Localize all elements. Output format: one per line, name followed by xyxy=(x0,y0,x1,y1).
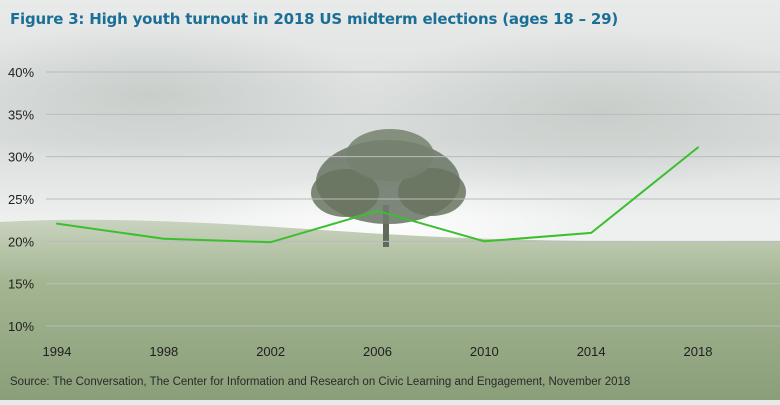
x-tick-label: 2006 xyxy=(363,344,392,359)
x-tick-label: 2002 xyxy=(256,344,285,359)
y-tick-label: 20% xyxy=(8,234,34,249)
x-tick-label: 2010 xyxy=(470,344,499,359)
tree-image xyxy=(311,129,466,247)
series-line xyxy=(56,146,699,244)
x-tick-label: 2018 xyxy=(684,344,713,359)
y-tick-label: 40% xyxy=(8,65,34,80)
y-tick-label: 25% xyxy=(8,192,34,207)
chart-title: Figure 3: High youth turnout in 2018 US … xyxy=(10,10,619,28)
source-note: Source: The Conversation, The Center for… xyxy=(10,376,631,388)
y-tick-label: 15% xyxy=(8,277,34,292)
y-axis-ticks: 10% 15% 20% 25% 30% 35% 40% xyxy=(8,65,34,334)
y-tick-label: 35% xyxy=(8,107,34,122)
x-axis-ticks: 1994 1998 2002 2006 2010 2014 2018 xyxy=(43,344,713,359)
series-layer xyxy=(56,146,699,244)
x-tick-label: 1998 xyxy=(149,344,178,359)
y-tick-label: 10% xyxy=(8,319,34,334)
x-tick-label: 1994 xyxy=(43,344,72,359)
y-tick-label: 30% xyxy=(8,150,34,165)
gridlines xyxy=(46,71,780,327)
x-tick-label: 2014 xyxy=(577,344,606,359)
